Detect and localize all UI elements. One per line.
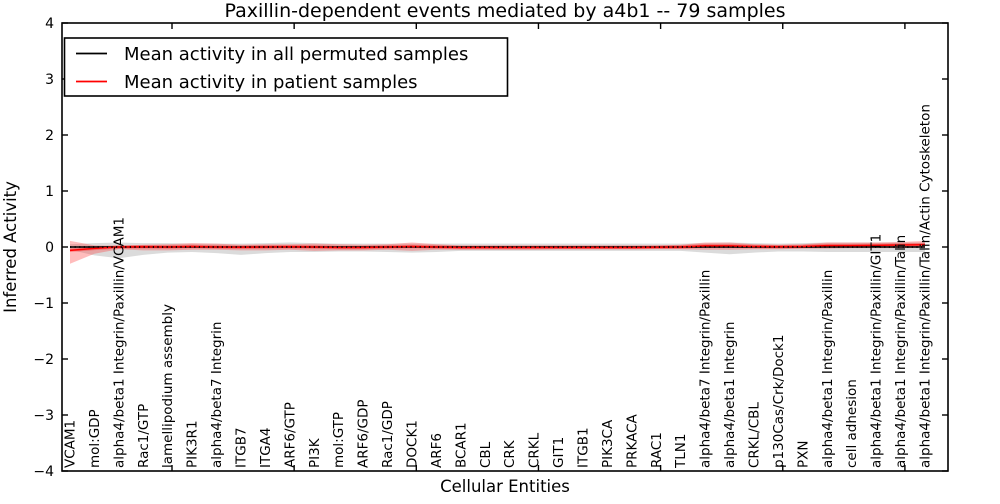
y-tick-label: 0 [45,240,54,256]
x-category-label: PXN [795,441,811,469]
x-category-label: Rac1/GDP [380,401,396,468]
x-category-label: p130Cas/Crk/Dock1 [771,335,787,468]
x-category-label: alpha4/beta1 Integrin/Paxillin [820,270,836,468]
y-tick-label: −1 [33,296,54,312]
x-category-labels: VCAM1 mol:GDP alpha4/beta1 Integrin/Paxill… [63,104,934,469]
x-category-label: DOCK1 [405,420,421,468]
x-category-label: alpha4/beta1 Integrin [722,322,738,468]
legend-patient-label: Mean activity in patient samples [124,72,418,93]
x-category-label: PI3K [307,437,323,468]
y-tick-label: −2 [33,352,54,368]
y-axis-label: Inferred Activity [1,181,20,313]
x-category-label: PIK3R1 [185,420,201,468]
x-category-label: ARF6 [429,433,445,468]
x-category-label: lamellipodium assembly [160,304,176,468]
plot-lines [69,243,926,253]
y-tick-label: 2 [45,128,54,144]
x-category-label: PRKACA [624,413,640,468]
legend-permuted-label: Mean activity in all permuted samples [124,44,468,65]
x-category-label: Rac1/GTP [136,404,152,468]
x-category-label: mol:GDP [87,409,103,468]
x-category-label: PIK3CA [600,419,616,468]
y-tick-label: 1 [45,184,54,200]
x-category-label: mol:GTP [331,412,347,468]
x-category-label: BCAR1 [453,422,469,468]
legend: Mean activity in all permuted samples Me… [63,37,509,97]
x-category-label: ARF6/GTP [282,402,298,468]
chart-title: Paxillin-dependent events mediated by a4… [224,0,785,22]
y-tick-labels: −4 −3 −2 −1 0 1 2 3 4 [33,16,54,480]
x-category-label: alpha4/beta1 Integrin/Paxillin/Talin [893,235,909,468]
x-category-label: ARF6/GDP [356,399,372,468]
x-category-label: CBL [478,441,494,468]
x-category-label: alpha4/beta1 Integrin/Paxillin/GIT1 [869,234,885,468]
x-category-label: ITGB1 [576,427,592,468]
patient-mean-line [69,244,926,252]
x-category-label: ITGA4 [258,427,274,468]
x-category-label: RAC1 [649,432,665,468]
y-tick-label: 4 [45,16,54,32]
x-category-label: cell adhesion [844,379,860,468]
x-category-label: TLN1 [673,434,689,469]
x-category-label: alpha4/beta7 Integrin [209,322,225,468]
x-axis-label: Cellular Entities [440,477,570,496]
axis-ticks [62,22,948,472]
x-category-label: CRKL/CBL [747,402,763,468]
x-category-label: CRKL [527,432,543,468]
x-category-label: ITGB7 [234,427,250,468]
plot-bands [70,240,926,264]
y-tick-label: −3 [33,408,54,424]
y-tick-label: 3 [45,72,54,88]
x-category-label: alpha4/beta1 Integrin/Paxillin/Talin/Act… [918,104,934,468]
x-category-label: alpha4/beta1 Integrin/Paxillin/VCAM1 [111,217,127,468]
legend-frame [63,37,509,97]
x-category-label: CRK [502,439,518,468]
x-category-label: GIT1 [551,437,567,468]
x-category-label: VCAM1 [63,420,79,468]
y-tick-label: −4 [33,464,54,480]
x-category-label: alpha4/beta7 Integrin/Paxillin [698,270,714,468]
